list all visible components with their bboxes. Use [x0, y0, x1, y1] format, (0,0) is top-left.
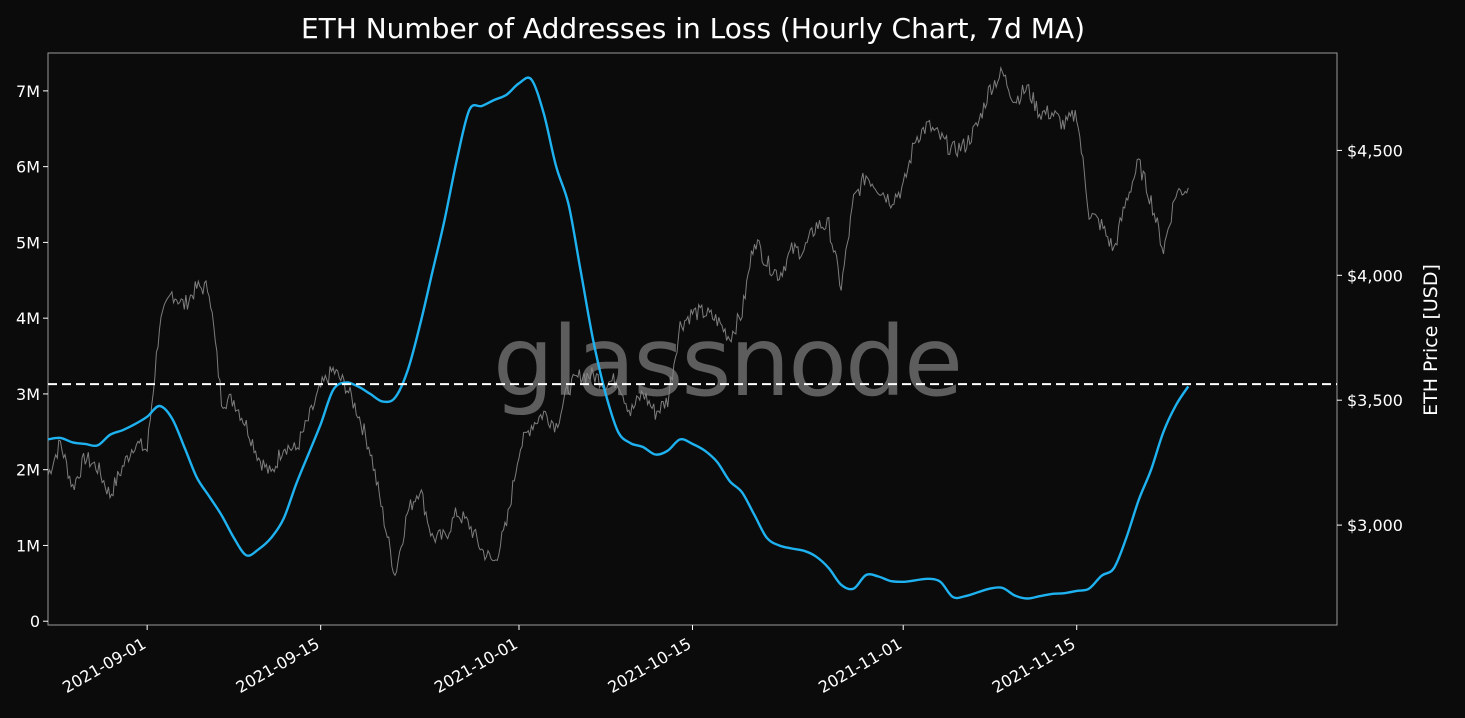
- x-tick-label: 2021-11-01: [815, 634, 905, 697]
- y-right-tick-label: $4,000: [1347, 266, 1403, 285]
- y-left-tick-label: 0: [30, 612, 40, 631]
- chart-title: ETH Number of Addresses in Loss (Hourly …: [301, 12, 1085, 45]
- x-tick-label: 2021-09-01: [59, 634, 149, 697]
- addresses-in-loss-line: [47, 76, 1190, 600]
- x-tick-label: 2021-11-15: [989, 634, 1079, 697]
- watermark: glassnode: [493, 306, 961, 418]
- x-tick-label: 2021-10-01: [431, 634, 521, 697]
- y-left-tick-label: 5M: [16, 233, 40, 252]
- y-right-tick-label: $3,500: [1347, 391, 1403, 410]
- y-right-label: ETH Price [USD]: [1420, 264, 1442, 416]
- y-left-tick-label: 1M: [16, 536, 40, 555]
- plot-area: [47, 52, 1338, 626]
- y-left-tick-label: 4M: [16, 309, 40, 328]
- x-axis: 2021-09-01 2021-09-15 2021-10-01 2021-10-15…: [59, 625, 1079, 697]
- y-right-axis: $3,000 $3,500 $4,000 $4,500: [1337, 141, 1403, 535]
- price-line: [47, 65, 1189, 577]
- y-left-tick-label: 7M: [16, 82, 40, 101]
- x-tick-label: 2021-10-15: [604, 634, 694, 697]
- y-left-axis: 0 1M 2M 3M 4M 5M 6M 7M: [16, 82, 48, 631]
- price-series: [47, 65, 1189, 577]
- loss-series: [47, 76, 1190, 600]
- y-right-tick-label: $4,500: [1347, 141, 1403, 160]
- y-right-tick-label: $3,000: [1347, 516, 1403, 535]
- y-left-tick-label: 6M: [16, 158, 40, 177]
- y-left-tick-label: 3M: [16, 385, 40, 404]
- y-left-tick-label: 2M: [16, 461, 40, 480]
- x-tick-label: 2021-09-15: [233, 634, 323, 697]
